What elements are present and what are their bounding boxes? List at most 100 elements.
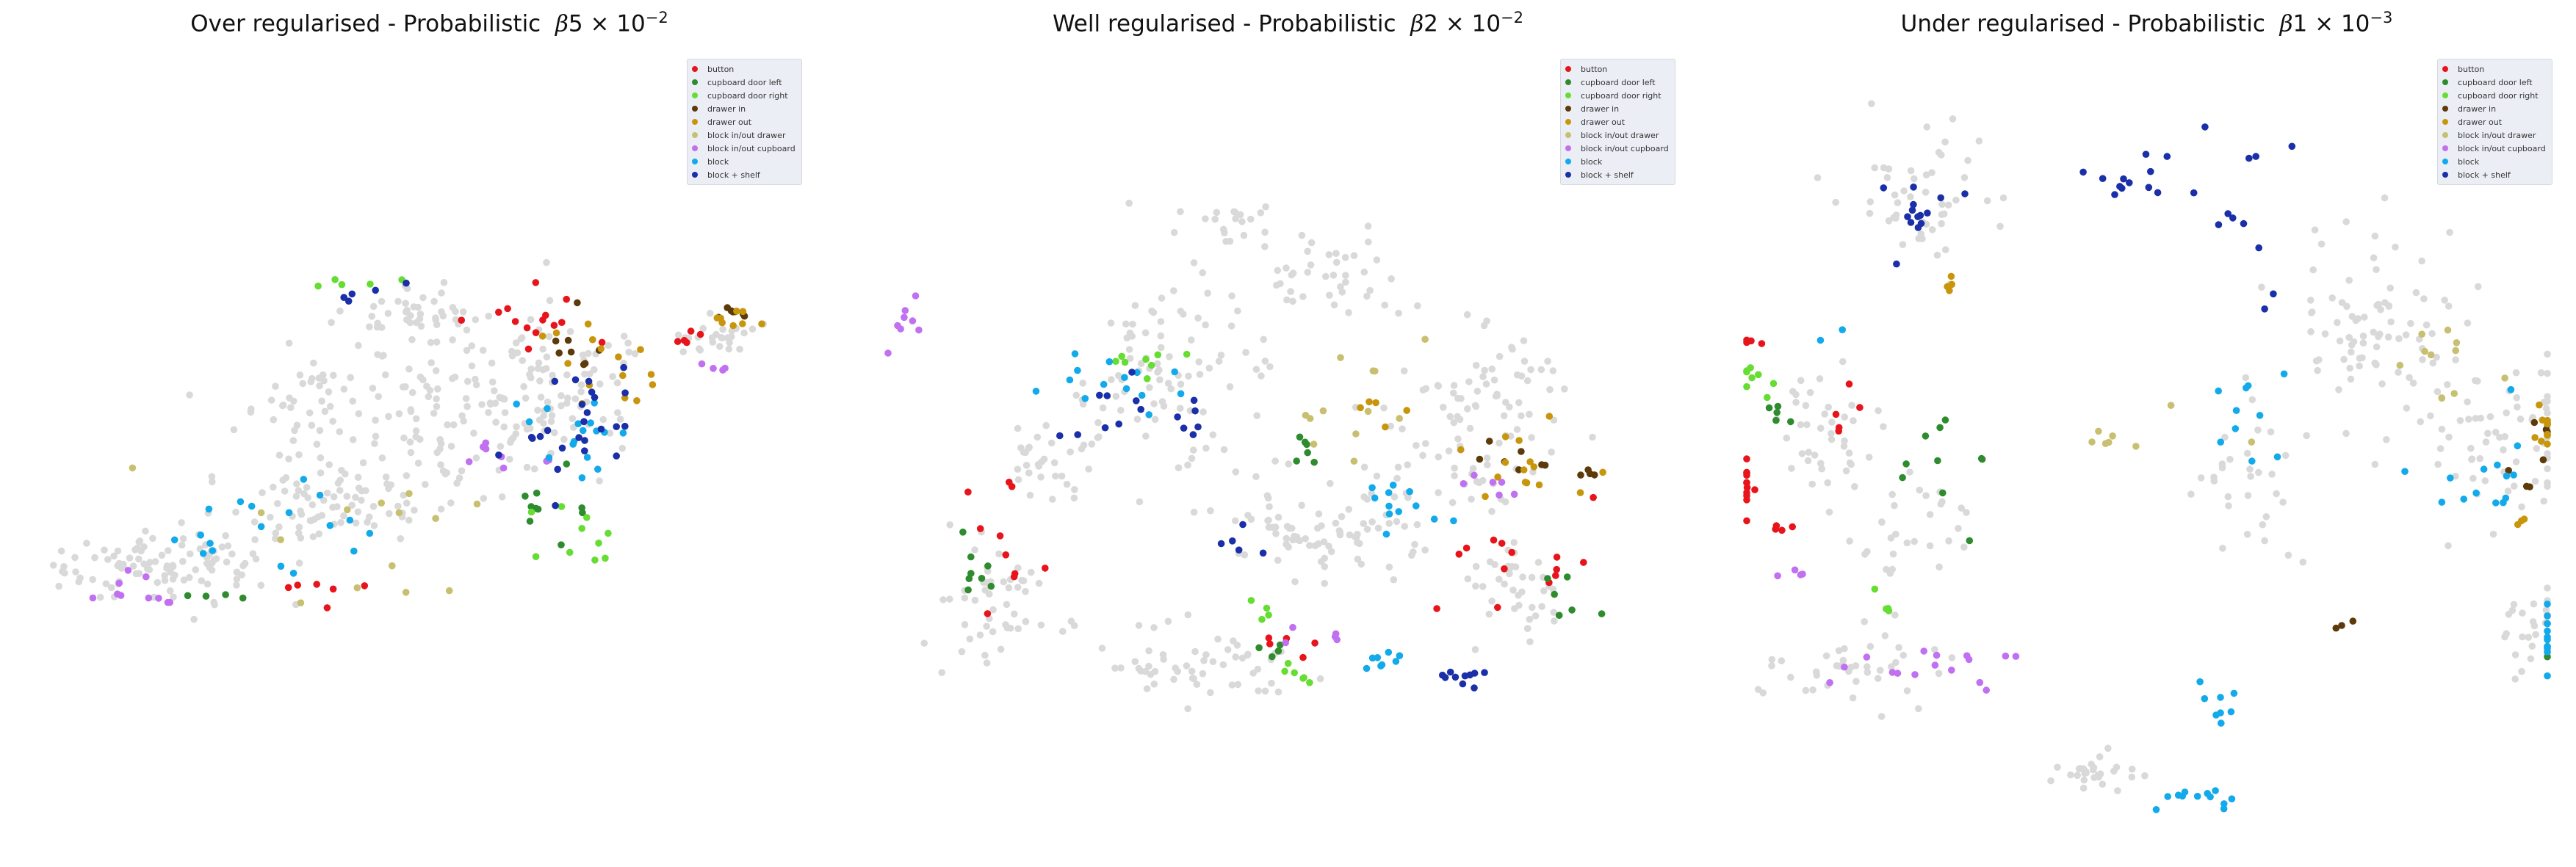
background-point (211, 601, 218, 609)
legend-label: cupboard door left (1581, 77, 1656, 87)
background-point (1126, 329, 1134, 337)
background-point (2537, 369, 2545, 377)
background-point (1026, 491, 1034, 499)
background-point (2373, 266, 2380, 274)
point-block-shelf (2079, 168, 2087, 176)
point-cupboard-door-left (1774, 402, 1782, 410)
background-point (319, 371, 327, 379)
background-point (2312, 357, 2320, 365)
background-point (1268, 679, 1275, 687)
background-point (325, 388, 333, 396)
point-block-shelf (2245, 154, 2253, 162)
background-point (563, 399, 571, 407)
background-point (144, 564, 151, 572)
background-point (1413, 520, 1421, 529)
background-point (1215, 358, 1223, 365)
point-cupboard-door-left (965, 575, 973, 582)
point-block (1371, 494, 1379, 502)
background-point (1141, 329, 1150, 337)
background-point (180, 576, 188, 584)
background-point (419, 294, 427, 302)
point-block-in-out-drawer (445, 587, 453, 595)
point-block (326, 522, 334, 529)
background-point (1133, 416, 1141, 423)
point-cupboard-door-right (1291, 669, 1298, 677)
background-point (523, 463, 531, 471)
background-point (1282, 264, 1290, 272)
background-point (1011, 610, 1018, 618)
background-point (2299, 558, 2307, 566)
background-point (270, 483, 277, 491)
point-drawer-in (581, 360, 589, 367)
point-block-shelf (1910, 184, 1917, 191)
background-point (1202, 444, 1210, 452)
background-point (534, 407, 541, 414)
background-point (438, 289, 445, 297)
point-cupboard-door-right (591, 556, 599, 564)
point-block-in-out-drawer (2396, 361, 2404, 369)
background-point (1488, 507, 1496, 515)
background-point (1849, 694, 1857, 702)
background-point (223, 558, 231, 566)
background-point (358, 496, 365, 504)
background-point (1071, 486, 1078, 493)
background-point (1520, 337, 1528, 344)
labelled-points (1743, 123, 2551, 813)
point-block-shelf (403, 279, 410, 287)
background-point (315, 530, 323, 537)
point-block-in-out-cupboard (499, 464, 508, 472)
background-point (1804, 457, 1812, 465)
background-point (1332, 519, 1340, 527)
background-point (1014, 564, 1022, 572)
background-point (1368, 518, 1376, 526)
point-block-in-out-cupboard (89, 594, 97, 602)
point-block-in-out-drawer (2453, 339, 2461, 347)
background-point (267, 396, 275, 404)
point-block-shelf (1128, 369, 1136, 376)
background-point (2512, 458, 2520, 465)
background-point (1360, 493, 1368, 501)
point-cupboard-door-left (1773, 409, 1781, 416)
beta-base: 10 (2340, 10, 2370, 37)
background-point (472, 375, 479, 383)
point-block-in-out-cupboard (915, 326, 923, 334)
point-block-in-out-cupboard (1841, 663, 1848, 671)
point-block (1413, 502, 1420, 509)
background-point (1003, 601, 1011, 609)
point-button (1845, 380, 1853, 388)
point-cupboard-door-left (1563, 573, 1571, 581)
background-point (1482, 380, 1490, 388)
background-point (1473, 388, 1482, 395)
background-point (2221, 433, 2229, 441)
legend-label: block in/out cupboard (1581, 143, 1669, 153)
point-block-shelf (2142, 150, 2150, 158)
background-point (1472, 582, 1479, 590)
point-block-in-out-drawer (1350, 457, 1358, 465)
background-point (1813, 672, 1821, 679)
background-point (2511, 651, 2519, 659)
point-cupboard-door-left (1941, 416, 1949, 424)
background-point (1363, 526, 1371, 533)
background-point (1226, 237, 1234, 245)
point-block-shelf (2111, 191, 2118, 198)
background-point (519, 357, 526, 365)
point-block-shelf (1174, 413, 1181, 421)
background-point (1544, 358, 1551, 365)
point-cupboard-door-right (314, 282, 322, 290)
point-drawer-in (2349, 617, 2357, 625)
background-point (1088, 440, 1096, 448)
background-point (2428, 330, 2436, 338)
background-point (606, 429, 614, 437)
background-point (1520, 358, 1529, 365)
point-cupboard-door-left (1310, 458, 1318, 466)
background-point (1471, 402, 1479, 410)
background-point (2438, 425, 2446, 433)
background-point (2247, 473, 2254, 480)
background-point (2528, 642, 2536, 650)
background-point (1931, 646, 1938, 653)
point-button (1455, 551, 1463, 558)
background-point (178, 541, 186, 549)
point-block-in-out-cupboard (1920, 647, 1927, 655)
background-point (1410, 548, 1417, 556)
point-cupboard-door-right (1769, 380, 1778, 388)
